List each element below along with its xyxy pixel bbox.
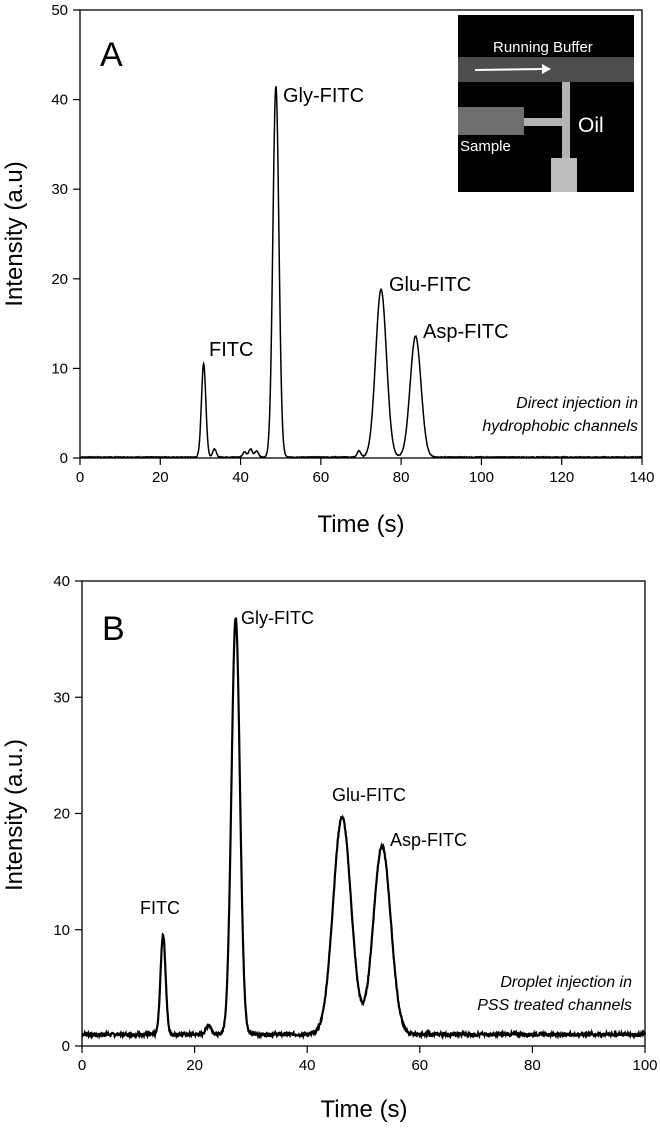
panel-b-y-tick-label: 0 [62, 1038, 70, 1055]
panel-b-y-tick-label: 40 [53, 573, 70, 590]
inset-flow-arrow [474, 68, 546, 71]
panel-b-y-axis-title: Intensity (a.u.) [1, 739, 28, 891]
panel-a-x-tick-label: 120 [549, 469, 574, 486]
panel-a-x-tick-label: 40 [232, 469, 249, 486]
panel-a-y-tick-label: 10 [51, 360, 68, 377]
panel-b-peak-label-gly-fitc: Gly-FITC [241, 608, 314, 628]
panel-b-trace [81, 617, 647, 1041]
panel-b-peak-label-glu-fitc: Glu-FITC [332, 785, 406, 805]
inset-outlet-reservoir [551, 158, 577, 192]
inset-sample-reservoir [458, 107, 524, 135]
inset-background [458, 15, 634, 192]
inset-sample-connector [523, 118, 563, 126]
panel-a-y-tick-label: 50 [51, 2, 68, 19]
panel-a-annotation-line-2: hydrophobic channels [482, 418, 638, 435]
panel-b-peak-label-asp-fitc: Asp-FITC [390, 830, 467, 850]
panel-b-annotation-line-1: Droplet injection in [500, 974, 632, 991]
panel-b-peak-label-fitc: FITC [140, 898, 180, 918]
panel-a-letter: A [100, 36, 123, 74]
panel-b-y-tick-label: 10 [53, 922, 70, 939]
panel-a-x-tick-label: 60 [313, 469, 330, 486]
panel-a-trace [79, 86, 643, 459]
inset-running-buffer-label: Running Buffer [493, 39, 593, 56]
inset-oil-label: Oil [578, 114, 604, 137]
panel-b-letter: B [102, 610, 125, 648]
panel-a-annotation-line-1: Direct injection in [516, 395, 638, 412]
panel-a: 0 20 40 60 80 100 120 140 0 10 20 30 40 50 A Time (s)… [1, 2, 655, 538]
panel-a-peak-label-asp-fitc: Asp-FITC [423, 321, 509, 343]
panel-a-inset-schematic: Running Buffer Sample Oil [458, 15, 634, 192]
panel-b: 0 20 40 60 80 100 0 10 20 30 40 B Time (s) Intensi… [1, 573, 658, 1123]
panel-a-x-tick-label: 140 [629, 469, 654, 486]
panel-a-x-axis-title: Time (s) [317, 511, 404, 538]
panel-a-y-tick-label: 20 [51, 271, 68, 288]
panel-b-x-tick-label: 80 [524, 1057, 541, 1074]
panel-a-peak-label-gly-fitc: Gly-FITC [283, 85, 364, 107]
panel-a-plot-frame [79, 9, 643, 459]
inset-sample-label: Sample [460, 138, 511, 155]
panel-a-y-tick-label: 40 [51, 92, 68, 109]
inset-oil-channel [562, 82, 570, 160]
panel-a-x-tick-label: 80 [393, 469, 410, 486]
panel-b-x-tick-label: 60 [411, 1057, 428, 1074]
inset-flow-arrowhead [542, 64, 551, 74]
panel-a-peak-label-glu-fitc: Glu-FITC [389, 274, 471, 296]
panel-a-y-axis-title: Intensity (a.u) [1, 161, 28, 306]
panel-a-ticks: 0 20 40 60 80 100 120 140 0 10 20 30 40 50 [51, 2, 654, 486]
panel-a-y-tick-label: 0 [60, 450, 68, 467]
panel-b-x-tick-label: 40 [299, 1057, 316, 1074]
panel-a-y-tick-label: 30 [51, 181, 68, 198]
panel-b-plot-frame [81, 580, 646, 1047]
panel-a-x-tick-label: 100 [469, 469, 494, 486]
panel-b-x-tick-label: 0 [78, 1057, 86, 1074]
panel-b-x-axis-title: Time (s) [320, 1096, 407, 1123]
panel-a-peak-label-fitc: FITC [209, 339, 253, 361]
panel-b-x-tick-label: 100 [632, 1057, 657, 1074]
panel-b-annotation-line-2: PSS treated channels [477, 997, 632, 1014]
panel-b-y-tick-label: 20 [53, 806, 70, 823]
panel-a-x-tick-label: 20 [152, 469, 169, 486]
panel-b-x-tick-label: 20 [186, 1057, 203, 1074]
panel-b-y-tick-label: 30 [53, 689, 70, 706]
panel-b-ticks: 0 20 40 60 80 100 0 10 20 30 40 [53, 573, 657, 1074]
panel-a-x-tick-label: 0 [76, 469, 84, 486]
